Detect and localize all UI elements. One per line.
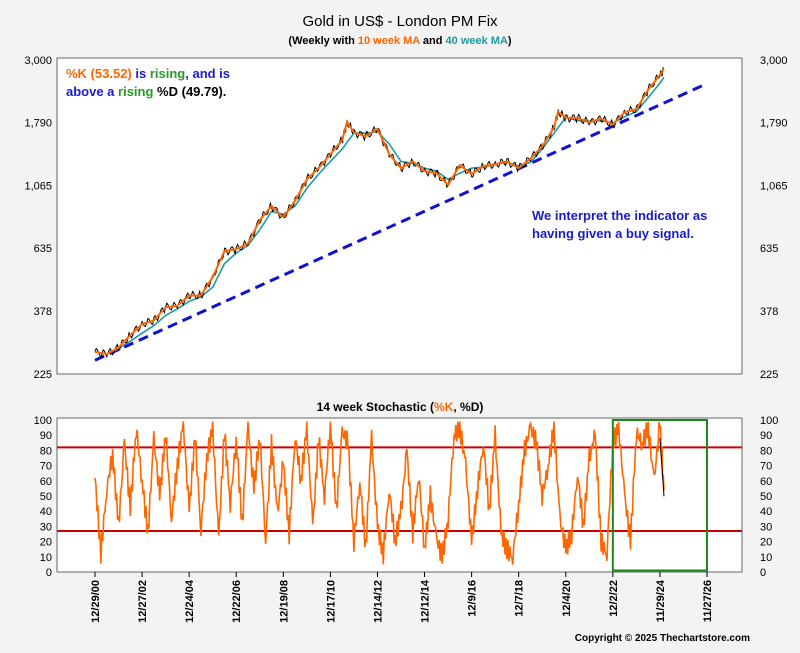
y-tick-label-left: 1,790 [24, 118, 52, 130]
stoch-y-tick-right: 70 [760, 461, 772, 473]
y-tick-label-right: 635 [760, 243, 778, 255]
stoch-y-tick-left: 70 [40, 461, 52, 473]
stochastic-panel [56, 417, 743, 573]
subtitle-ma40: 40 week MA [446, 35, 508, 47]
stoch-y-tick-right: 80 [760, 445, 772, 457]
annotation-right-line2: having given a buy signal. [532, 226, 694, 241]
y-tick-label-left: 1,065 [24, 181, 52, 193]
y-tick-label-right: 1,790 [760, 118, 788, 130]
stoch-y-tick-left: 20 [40, 537, 52, 549]
annotation-top: %K (53.52) is rising, and is [66, 66, 230, 81]
y-tick-label-right: 1,065 [760, 181, 788, 193]
y-tick-label-left: 635 [34, 243, 52, 255]
chart-title: Gold in US$ - London PM Fix [302, 13, 498, 30]
ma40-line [112, 76, 665, 353]
stoch-y-tick-left: 0 [46, 567, 52, 579]
annotation-d: %D (49.79). [153, 84, 226, 99]
x-tick-label: 12/17/10 [325, 580, 337, 623]
y-tick-label-right: 3,000 [760, 55, 788, 67]
subtitle-ma10: 10 week MA [358, 35, 420, 47]
annotation-right-line1: We interpret the indicator as [532, 208, 707, 223]
ma10-line [94, 68, 665, 356]
stoch-y-tick-left: 50 [40, 491, 52, 503]
y-tick-label-left: 3,000 [24, 55, 52, 67]
y-tick-label-right: 378 [760, 306, 778, 318]
stoch-y-tick-left: 90 [40, 430, 52, 442]
stoch-y-tick-left: 80 [40, 445, 52, 457]
annotation-top-line2: above a rising %D (49.79). [66, 84, 226, 99]
x-tick-label: 12/14/12 [372, 580, 384, 623]
stoch-y-tick-right: 0 [760, 567, 766, 579]
chart-subtitle: (Weekly with 10 week MA and 40 week MA) [288, 35, 512, 47]
x-tick-label: 11/29/24 [655, 579, 667, 622]
stoch-y-tick-left: 40 [40, 506, 52, 518]
stoch-y-tick-right: 30 [760, 521, 772, 533]
x-tick-label: 12/24/04 [184, 579, 196, 623]
x-tick-label: 12/2/22 [608, 580, 620, 617]
annotation-k: %K (53.52) [66, 66, 132, 81]
stoch-y-tick-left: 60 [40, 476, 52, 488]
stoch-y-tick-left: 100 [34, 415, 52, 427]
stoch-k-line [94, 420, 665, 565]
stoch-y-tick-right: 10 [760, 552, 772, 564]
copyright: Copyright © 2025 Thechartstore.com [575, 633, 750, 644]
stoch-y-tick-right: 50 [760, 491, 772, 503]
stoch-d-line [659, 438, 665, 497]
stoch-y-tick-right: 60 [760, 476, 772, 488]
stoch-title: 14 week Stochastic (%K, %D) [317, 400, 484, 414]
x-tick-label: 12/12/14 [420, 579, 432, 623]
x-tick-label: 12/4/20 [561, 580, 573, 617]
stoch-y-tick-right: 40 [760, 506, 772, 518]
stoch-y-tick-right: 90 [760, 430, 772, 442]
x-tick-label: 12/27/02 [137, 580, 149, 623]
y-tick-label-left: 225 [34, 369, 52, 381]
x-tick-label: 12/22/06 [231, 580, 243, 623]
stoch-y-tick-left: 10 [40, 552, 52, 564]
highlight-box [611, 419, 708, 572]
x-tick-label: 12/29/00 [90, 580, 102, 623]
stoch-y-tick-right: 20 [760, 537, 772, 549]
x-tick-label: 12/19/08 [278, 580, 290, 623]
x-tick-label: 12/7/18 [514, 580, 526, 617]
x-tick-label: 11/27/26 [702, 580, 714, 622]
stoch-y-tick-left: 30 [40, 521, 52, 533]
stoch-y-tick-right: 100 [760, 415, 778, 427]
x-tick-label: 12/9/16 [467, 580, 479, 617]
y-tick-label-left: 378 [34, 306, 52, 318]
y-tick-label-right: 225 [760, 369, 778, 381]
